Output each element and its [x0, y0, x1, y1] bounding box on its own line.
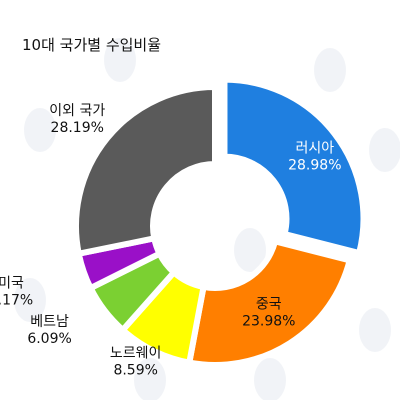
slice-label-2: 노르웨이 — [110, 345, 162, 361]
slice-value-3: 6.09% — [27, 331, 71, 347]
slice-0 — [221, 76, 367, 257]
watermark-mark-8 — [254, 358, 286, 400]
watermark-mark-7 — [134, 358, 166, 400]
watermark-mark-6 — [359, 308, 391, 352]
slice-label-1: 중국 — [256, 296, 282, 312]
slice-value-4: 4.17% — [0, 292, 33, 308]
watermark-mark-0 — [24, 108, 56, 152]
slice-value-1: 23.98% — [242, 313, 295, 329]
slice-1 — [186, 238, 353, 368]
slice-label-5: 이외 국가 — [49, 103, 105, 119]
slice-label-4: 미국 — [0, 275, 24, 291]
slice-value-2: 8.59% — [113, 362, 157, 378]
slice-label-3: 베트남 — [30, 314, 69, 330]
watermark-mark-1 — [104, 38, 136, 82]
watermark-mark-4 — [14, 278, 46, 322]
slice-5 — [73, 84, 218, 257]
slice-value-0: 28.98% — [288, 158, 341, 174]
watermark-layer — [14, 38, 400, 400]
watermark-mark-5 — [234, 228, 266, 272]
slice-value-5: 28.19% — [51, 120, 104, 136]
chart-title: 10대 국가별 수입비율 — [22, 36, 161, 54]
watermark-mark-2 — [314, 48, 346, 92]
slice-label-0: 러시아 — [295, 141, 334, 157]
watermark-mark-3 — [369, 128, 400, 172]
slices-group — [73, 76, 367, 368]
